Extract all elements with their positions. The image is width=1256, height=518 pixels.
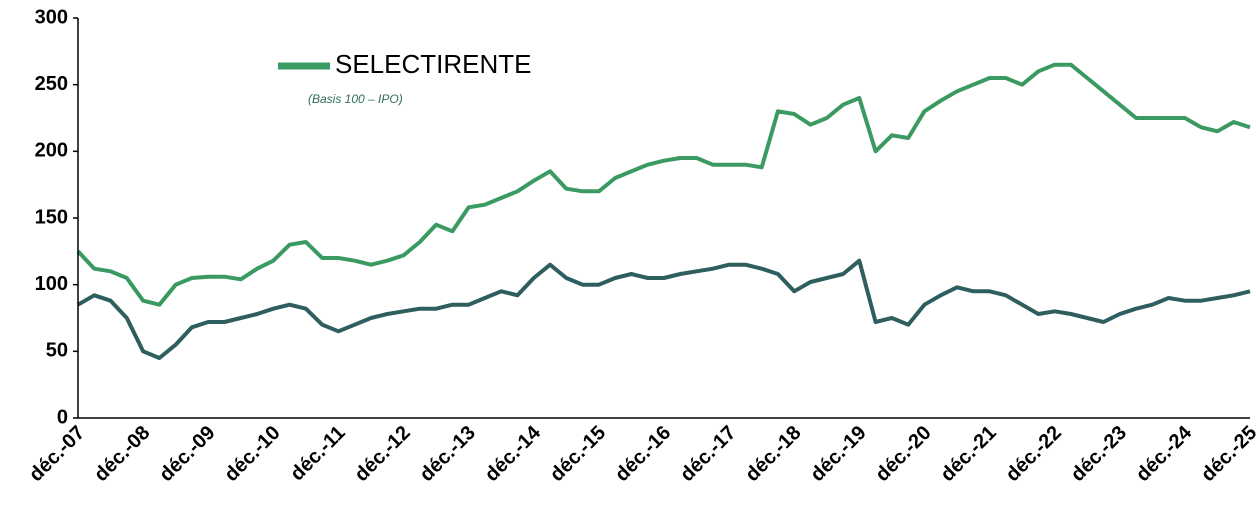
x-tick-label: déc.-11 <box>286 422 350 486</box>
y-tick-label: 150 <box>35 206 68 228</box>
y-tick-label: 200 <box>35 140 68 162</box>
y-tick-label: 300 <box>35 6 68 28</box>
annotation: (Basis 100 – IPO) <box>308 92 403 106</box>
y-tick-label: 50 <box>46 340 68 362</box>
y-tick-label: 0 <box>57 406 68 428</box>
series-line <box>76 62 1251 307</box>
x-tick-label: déc.-14 <box>481 421 546 486</box>
x-tick-label: déc.-21 <box>937 422 1001 486</box>
y-tick-label: 250 <box>35 73 68 95</box>
x-tick-label: déc.-17 <box>676 422 740 486</box>
x-tick-label: déc.-24 <box>1132 421 1197 486</box>
x-tick-label: déc.-13 <box>416 422 480 486</box>
y-tick-label: 100 <box>35 273 68 295</box>
x-tick-label: déc.-18 <box>741 422 805 486</box>
series-line <box>77 258 1251 360</box>
x-tick-label: déc.-16 <box>611 422 675 486</box>
x-tick-label: déc.-07 <box>25 422 89 486</box>
x-tick-label: déc.-25 <box>1197 422 1256 486</box>
x-tick-label: déc.-10 <box>220 422 284 486</box>
x-tick-label: déc.-23 <box>1067 422 1131 486</box>
x-tick-label: déc.-19 <box>806 422 870 486</box>
x-tick-label: déc.-20 <box>871 422 935 486</box>
x-tick-label: déc.-09 <box>155 422 219 486</box>
x-tick-label: déc.-22 <box>1002 422 1066 486</box>
x-tick-label: déc.-12 <box>351 422 415 486</box>
x-tick-label: déc.-08 <box>90 422 154 486</box>
legend-label: SELECTIRENTE <box>335 49 532 79</box>
x-tick-label: déc.-15 <box>546 422 610 486</box>
